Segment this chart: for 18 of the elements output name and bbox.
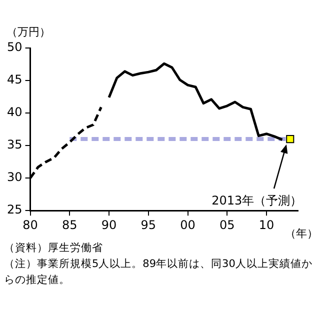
y-tick-label: 25 (6, 202, 22, 217)
x-tick-label: 00 (180, 218, 196, 232)
text: （注）事業所規模5人以上。89年以前は、同30人以上実績値からの推定値。 (4, 257, 314, 288)
annotation: 2013年（予測） (212, 194, 302, 208)
x-axis-title: （年） (285, 226, 318, 240)
text: （資料）厚生労働省 (4, 241, 104, 256)
y-tick-label: 50 (6, 40, 22, 54)
y-tick-label: 45 (6, 72, 22, 87)
y-tick-label: 40 (6, 105, 22, 120)
x-tick-label: 95 (140, 218, 156, 232)
y-tick-label: 35 (6, 138, 22, 152)
x-tick-label: 10 (258, 218, 274, 232)
y-tick-label: 30 (6, 170, 22, 184)
x-tick-label: 85 (62, 218, 78, 232)
y-axis-title: （万円） (6, 25, 50, 38)
x-tick-label: 05 (219, 218, 235, 232)
x-tick-label: 80 (22, 218, 38, 232)
x-tick-label: 90 (101, 218, 117, 232)
